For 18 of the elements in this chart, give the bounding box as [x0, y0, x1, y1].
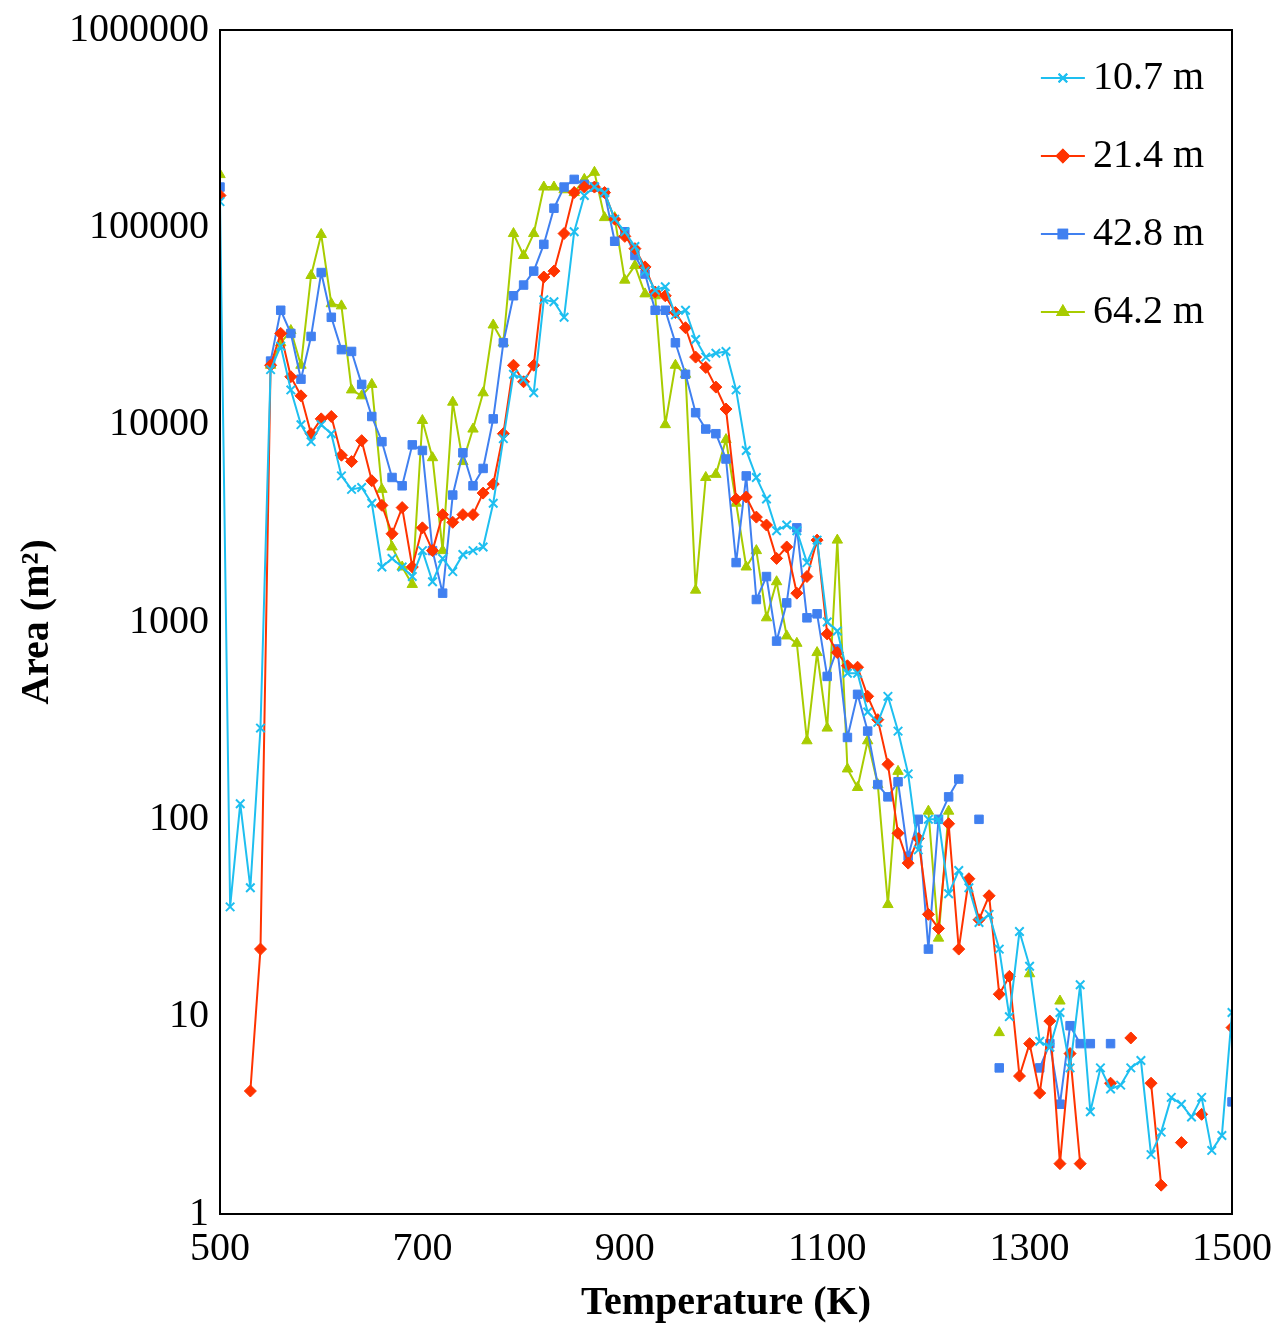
x-tick-label: 700 — [392, 1223, 453, 1269]
y-tick-label: 1000 — [129, 596, 209, 642]
y-tick-label: 100 — [149, 793, 209, 839]
x-axis-title: Temperature (K) — [581, 1278, 871, 1324]
x-tick-label: 1100 — [787, 1223, 867, 1269]
y-tick-label: 1000000 — [69, 4, 209, 50]
y-tick-label: 10 — [169, 991, 209, 1037]
legend-label: 10.7 m — [1092, 52, 1205, 98]
y-tick-label: 100000 — [89, 201, 209, 247]
legend-label: 21.4 m — [1092, 130, 1205, 176]
y-axis-title: Area (m²) — [12, 539, 58, 705]
legend-label: 42.8 m — [1092, 208, 1205, 254]
y-tick-label: 1 — [189, 1188, 209, 1234]
x-tick-label: 1500 — [1192, 1223, 1272, 1269]
y-tick-label: 10000 — [109, 399, 209, 445]
x-tick-label: 900 — [594, 1223, 655, 1269]
x-tick-label: 1300 — [989, 1223, 1070, 1269]
legend-label: 64.2 m — [1092, 286, 1205, 332]
